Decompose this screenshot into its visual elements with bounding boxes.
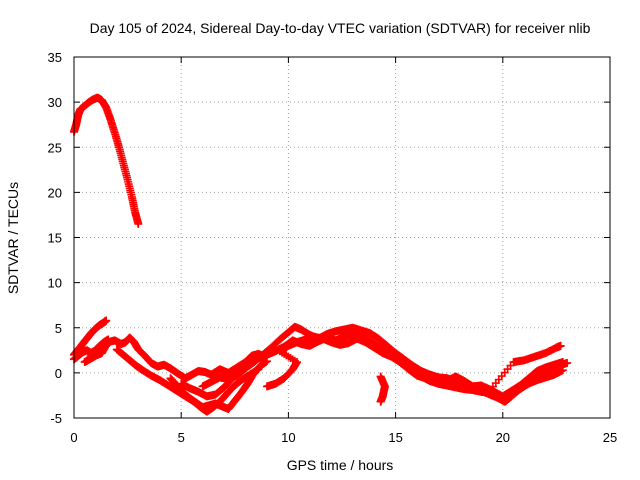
x-tick-label: 15 (388, 430, 402, 445)
x-axis-label: GPS time / hours (287, 457, 394, 473)
chart-title: Day 105 of 2024, Sidereal Day-to-day VTE… (90, 20, 591, 36)
y-tick-label: 35 (48, 50, 62, 65)
y-tick-label: 20 (48, 185, 62, 200)
sdtvar-chart: Day 105 of 2024, Sidereal Day-to-day VTE… (0, 0, 640, 480)
x-tick-label: 0 (70, 430, 77, 445)
x-tick-label: 10 (281, 430, 295, 445)
y-tick-label: -5 (50, 411, 62, 426)
y-tick-label: 10 (48, 276, 62, 291)
y-tick-label: 15 (48, 231, 62, 246)
y-axis-label: SDTVAR / TECUs (5, 182, 21, 294)
x-tick-label: 5 (178, 430, 185, 445)
y-tick-label: 30 (48, 95, 62, 110)
y-tick-label: 5 (55, 321, 62, 336)
x-tick-label: 25 (603, 430, 617, 445)
y-tick-label: 25 (48, 140, 62, 155)
y-tick-label: 0 (55, 366, 62, 381)
x-tick-label: 20 (496, 430, 510, 445)
